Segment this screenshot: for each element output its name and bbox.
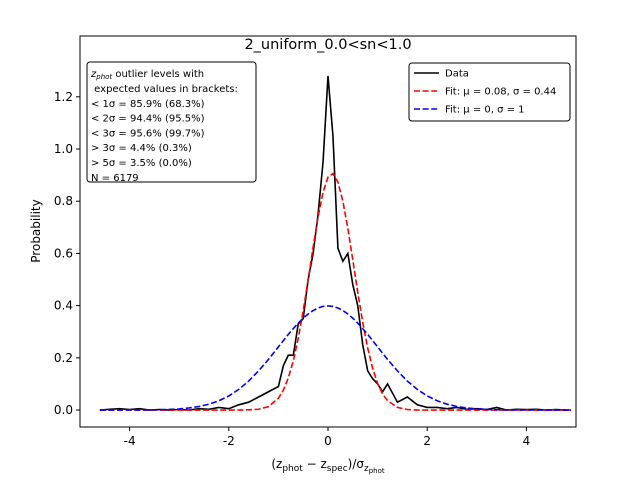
x-tick-label: 0: [324, 434, 332, 448]
annotation-line: < 2σ = 94.4% (95.5%): [91, 114, 205, 125]
x-axis-label-sub: phot: [282, 464, 303, 474]
x-axis-label-subsub: phot: [369, 467, 385, 475]
legend-label: Fit: μ = 0, σ = 1: [445, 105, 525, 116]
annotation-line: expected values in brackets:: [91, 84, 238, 95]
y-tick-label: 1.0: [54, 142, 73, 156]
y-tick-label: 0.4: [54, 299, 73, 313]
y-tick-label: 0.6: [54, 246, 73, 260]
annotation-symbol: z: [90, 69, 97, 80]
legend-box: [408, 62, 571, 122]
annotation-sub: phot: [95, 73, 112, 81]
x-axis-label: (zphot − zspec)/σzphot: [271, 457, 385, 475]
x-axis-label-part: )/σ: [348, 457, 365, 471]
y-tick-label: 0.2: [54, 351, 73, 365]
y-tick-label: 0.8: [54, 194, 73, 208]
x-axis-label-part: (z: [271, 457, 282, 471]
plot-frame: [79, 35, 577, 428]
chart-title: 2_uniform_0.0<sn<1.0: [244, 37, 411, 53]
x-tick-label: -2: [223, 434, 235, 448]
annotation-box: [86, 61, 257, 183]
annotation-line: zphot outlier levels with: [90, 69, 204, 81]
x-tick-label: -4: [124, 434, 136, 448]
series-line: [99, 172, 572, 411]
series-line: [99, 305, 572, 411]
legend-label: Fit: μ = 0.08, σ = 0.44: [445, 87, 556, 98]
x-axis-label-sub: spec: [327, 464, 348, 474]
y-axis-label: Probability: [29, 199, 43, 262]
y-tick-label: 1.2: [54, 90, 73, 104]
annotation-line: < 3σ = 95.6% (99.7%): [91, 128, 205, 139]
annotation-line: > 3σ = 4.4% (0.3%): [91, 143, 192, 154]
annotation-line: N = 6179: [91, 173, 139, 184]
legend-label: Data: [445, 69, 469, 80]
x-axis-label-sub: z: [364, 464, 369, 474]
x-tick-label: 2: [423, 434, 431, 448]
annotation-line: > 5σ = 3.5% (0.0%): [91, 158, 192, 169]
x-axis-label-part: − z: [303, 457, 327, 471]
annotation-text: outlier levels with: [112, 69, 204, 80]
x-tick-label: 4: [523, 434, 531, 448]
annotation-line: < 1σ = 85.9% (68.3%): [91, 99, 205, 110]
y-tick-label: 0.0: [54, 403, 73, 417]
